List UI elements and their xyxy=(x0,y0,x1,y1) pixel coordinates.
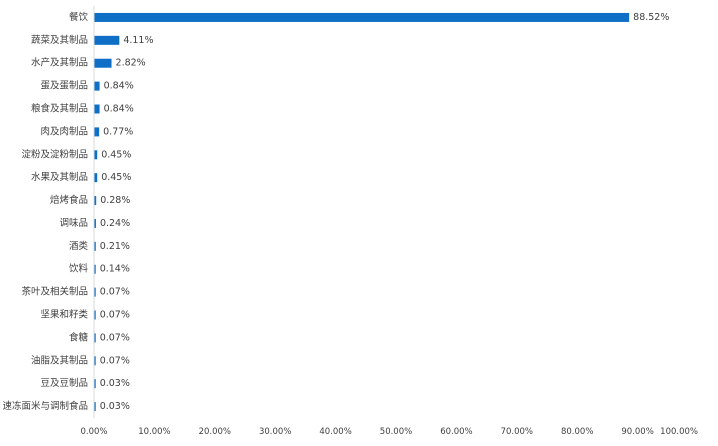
category-label-18: 速冻面米与调制食品 xyxy=(2,400,88,412)
value-label-5: 0.84% xyxy=(104,104,134,115)
category-label-14: 坚果和籽类 xyxy=(40,309,88,321)
value-label-15: 0.07% xyxy=(100,332,130,343)
bar-6 xyxy=(94,127,100,137)
value-label-7: 0.45% xyxy=(101,149,131,160)
value-label-4: 0.84% xyxy=(104,81,134,92)
bar-10 xyxy=(94,218,96,228)
category-label-16: 油脂及其制品 xyxy=(31,354,88,366)
x-tick-label-10: 90.00% xyxy=(621,427,653,437)
category-label-9: 焙烤食品 xyxy=(50,194,88,206)
bar-11 xyxy=(94,241,96,251)
value-label-2: 4.11% xyxy=(123,35,153,46)
x-tick-label-11: 100.00% xyxy=(660,427,698,437)
category-label-17: 豆及豆制品 xyxy=(40,377,88,389)
x-tick-label-9: 80.00% xyxy=(561,427,593,437)
bar-7 xyxy=(94,150,98,160)
x-tick-label-8: 70.00% xyxy=(501,427,533,437)
x-tick-label-7: 60.00% xyxy=(440,427,472,437)
category-label-4: 蛋及蛋制品 xyxy=(40,80,88,92)
category-label-5: 粮食及其制品 xyxy=(31,103,88,115)
bar-8 xyxy=(94,173,98,183)
category-label-11: 酒类 xyxy=(69,240,89,252)
category-label-6: 肉及肉制品 xyxy=(40,125,88,137)
bars-group xyxy=(94,12,630,412)
value-label-17: 0.03% xyxy=(100,378,130,389)
x-tick-labels-group: 0.00% 10.00% 20.00% 30.00% 40.00% 50.00% 60.00… xyxy=(80,427,698,437)
bar-18 xyxy=(94,402,96,412)
value-label-6: 0.77% xyxy=(103,126,133,137)
category-label-12: 饮料 xyxy=(69,263,89,275)
bar-4 xyxy=(94,81,100,91)
category-label-10: 调味品 xyxy=(59,217,88,229)
category-label-1: 餐饮 xyxy=(69,11,89,23)
bar-15 xyxy=(94,333,96,343)
bar-16 xyxy=(94,356,96,366)
value-label-11: 0.21% xyxy=(100,241,130,252)
value-label-1: 88.52% xyxy=(633,12,669,23)
value-label-8: 0.45% xyxy=(101,172,131,183)
category-label-8: 水果及其制品 xyxy=(31,171,88,183)
x-tick-label-2: 10.00% xyxy=(138,427,170,437)
bar-14 xyxy=(94,310,96,320)
bar-13 xyxy=(94,287,96,297)
bar-5 xyxy=(94,104,100,114)
x-tick-label-3: 20.00% xyxy=(199,427,231,437)
bar-9 xyxy=(94,196,97,206)
value-label-10: 0.24% xyxy=(100,218,130,229)
x-tick-label-6: 50.00% xyxy=(380,427,412,437)
x-tick-label-5: 40.00% xyxy=(319,427,351,437)
bar-17 xyxy=(94,379,96,389)
bar-3 xyxy=(94,58,112,68)
category-label-3: 水产及其制品 xyxy=(31,57,88,69)
bar-12 xyxy=(94,264,96,274)
x-tick-label-1: 0.00% xyxy=(80,427,107,437)
x-tick-label-4: 30.00% xyxy=(259,427,291,437)
bar-1 xyxy=(94,12,630,22)
category-label-7: 淀粉及淀粉制品 xyxy=(21,148,88,160)
value-label-3: 2.82% xyxy=(116,58,146,69)
category-label-13: 茶叶及相关制品 xyxy=(21,286,88,298)
category-labels-group: 餐饮蔬菜及其制品水产及其制品蛋及蛋制品粮食及其制品肉及肉制品淀粉及淀粉制品水果及… xyxy=(2,11,88,412)
value-labels-group: 88.52% 4.11% 2.82% 0.84% 0.84% 0.77% 0.45% 0.45… xyxy=(100,12,670,412)
category-label-2: 蔬菜及其制品 xyxy=(31,34,88,46)
category-label-15: 食糖 xyxy=(69,331,89,343)
value-label-14: 0.07% xyxy=(100,310,130,321)
value-label-16: 0.07% xyxy=(100,355,130,366)
bar-2 xyxy=(94,35,120,45)
value-label-12: 0.14% xyxy=(100,264,130,275)
value-label-13: 0.07% xyxy=(100,287,130,298)
value-label-9: 0.28% xyxy=(100,195,130,206)
value-label-18: 0.03% xyxy=(100,401,130,412)
